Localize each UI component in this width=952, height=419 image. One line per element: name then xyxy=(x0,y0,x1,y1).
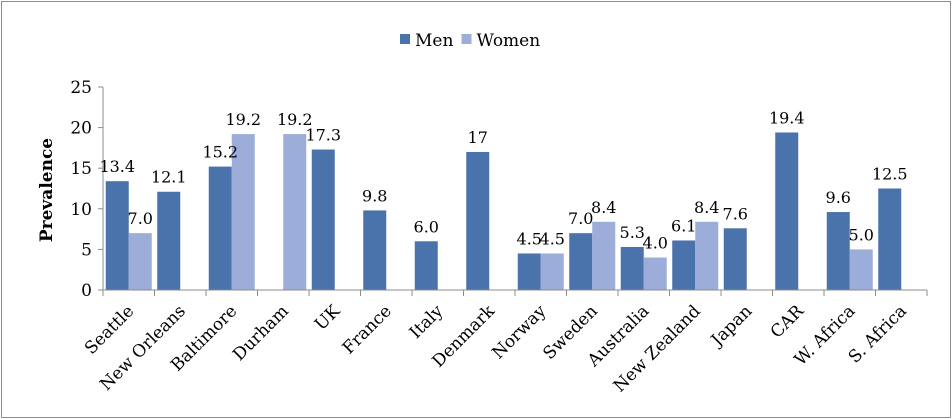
legend-label-women: Women xyxy=(477,31,541,51)
bar-men-sweden xyxy=(569,233,593,290)
data-label-women-baltimore: 19.2 xyxy=(225,110,261,129)
category-label-japan: Japan xyxy=(706,301,756,351)
data-label-men-sweden: 7.0 xyxy=(568,209,593,228)
bar-men-seattle xyxy=(105,181,129,290)
bar-men-car xyxy=(775,132,799,290)
category-label-uk: UK xyxy=(311,301,344,334)
bar-men-italy xyxy=(414,241,438,290)
data-label-men-italy: 6.0 xyxy=(414,217,439,236)
data-label-men-s-africa: 12.5 xyxy=(872,165,908,184)
data-label-men-norway: 4.5 xyxy=(517,229,542,248)
category-label-france: France xyxy=(339,301,396,358)
bar-women-w-africa xyxy=(849,249,873,290)
bar-women-australia xyxy=(643,257,667,290)
y-tick-label: 20 xyxy=(70,119,92,139)
bar-men-new-orleans xyxy=(157,191,181,290)
y-axis: 0 5 10 15 20 25 xyxy=(70,78,104,301)
legend-swatch-women xyxy=(461,34,472,44)
category-label-car: CAR xyxy=(767,301,809,343)
data-label-men-denmark: 17 xyxy=(468,128,488,147)
category-label-italy: Italy xyxy=(406,301,448,343)
legend-label-men: Men xyxy=(415,31,453,51)
legend-swatch-men xyxy=(400,34,410,44)
data-label-women-norway: 4.5 xyxy=(540,229,565,248)
bar-women-baltimore xyxy=(231,134,255,290)
data-labels: 13.47.012.115.219.2 19.217.39.86.0174.54.… xyxy=(99,108,907,252)
data-label-women-sweden: 8.4 xyxy=(591,198,616,217)
bar-men-s-africa xyxy=(878,188,902,290)
y-axis-label: Prevalence xyxy=(37,138,57,242)
data-label-men-uk: 17.3 xyxy=(305,126,341,145)
category-label-norway: Norway xyxy=(488,301,550,363)
data-label-men-australia: 5.3 xyxy=(620,223,645,242)
data-label-men-baltimore: 15.2 xyxy=(202,143,238,162)
bar-men-australia xyxy=(620,246,644,290)
bar-men-norway xyxy=(517,253,541,290)
y-tick-label: 10 xyxy=(70,200,92,220)
bar-men-w-africa xyxy=(826,212,850,290)
data-label-women-seattle: 7.0 xyxy=(128,209,153,228)
bar-men-new-zealand xyxy=(672,240,696,290)
data-label-men-new-zealand: 6.1 xyxy=(671,216,696,235)
bar-men-france xyxy=(363,210,387,290)
bar-women-durham xyxy=(283,134,307,290)
legend: Men Women xyxy=(400,31,540,51)
data-label-men-france: 9.8 xyxy=(362,186,387,205)
data-label-women-w-africa: 5.0 xyxy=(849,225,874,244)
category-label-durham: Durham xyxy=(229,301,293,365)
data-label-women-durham: 19.2 xyxy=(277,110,313,129)
bar-women-sweden xyxy=(592,221,616,290)
data-label-men-japan: 7.6 xyxy=(723,204,748,223)
bars xyxy=(105,132,902,290)
bar-men-uk xyxy=(311,149,335,290)
bar-women-new-zealand xyxy=(695,221,719,290)
bar-women-norway xyxy=(540,253,564,290)
y-tick-label: 25 xyxy=(70,78,92,98)
bar-men-denmark xyxy=(466,151,490,290)
data-label-men-new-orleans: 12.1 xyxy=(151,168,187,187)
y-tick-label: 15 xyxy=(70,159,92,179)
data-label-men-seattle: 13.4 xyxy=(99,157,135,176)
data-label-women-new-zealand: 8.4 xyxy=(694,198,719,217)
data-label-women-australia: 4.0 xyxy=(643,234,668,253)
data-label-men-car: 19.4 xyxy=(769,108,805,127)
y-tick-label: 0 xyxy=(81,281,92,301)
y-tick-label: 5 xyxy=(81,240,92,260)
bar-women-seattle xyxy=(128,233,152,290)
data-label-men-w-africa: 9.6 xyxy=(826,188,851,207)
bar-men-baltimore xyxy=(208,166,232,290)
bar-men-japan xyxy=(723,228,747,290)
